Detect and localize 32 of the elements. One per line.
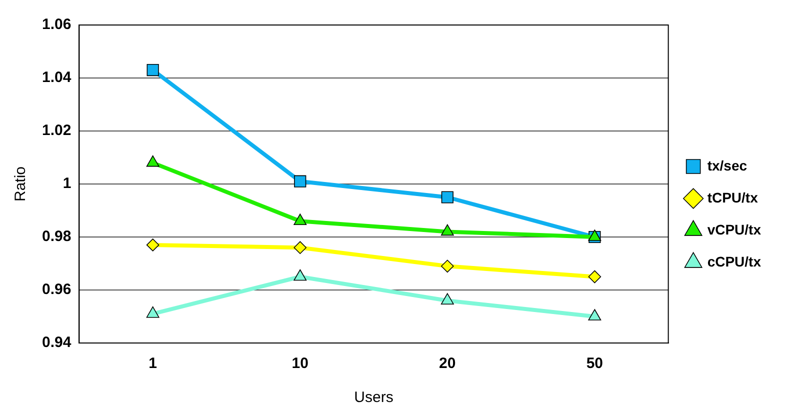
point xyxy=(440,293,454,304)
legend-label: cCPU/tx xyxy=(707,253,762,270)
y-tick-label: 0.94 xyxy=(42,334,72,352)
point xyxy=(146,238,160,252)
point xyxy=(441,191,454,204)
x-tick-label: 10 xyxy=(292,355,308,372)
y-tick-label: 0.98 xyxy=(42,228,72,246)
y-tick-label: 1.06 xyxy=(42,16,72,34)
x-axis-title: Users xyxy=(354,389,394,406)
y-tick-label: 0.96 xyxy=(42,281,72,298)
y-tick-label: 1 xyxy=(62,175,72,192)
point xyxy=(294,175,306,188)
x-tick-label: 1 xyxy=(148,355,158,372)
point xyxy=(588,230,602,241)
point xyxy=(146,306,160,318)
point xyxy=(588,309,602,320)
point xyxy=(146,64,159,76)
point xyxy=(440,224,454,236)
point xyxy=(146,155,160,167)
point xyxy=(294,269,307,281)
y-tick-label: 1.04 xyxy=(42,69,72,86)
point xyxy=(294,241,307,254)
legend-label: tx/sec xyxy=(707,157,748,174)
y-axis-title: Ratio xyxy=(12,166,30,202)
x-tick-label: 20 xyxy=(439,355,456,372)
x-tick-label: 50 xyxy=(586,355,604,372)
point xyxy=(294,214,307,225)
point xyxy=(440,260,454,273)
y-tick-label: 1.02 xyxy=(42,122,72,140)
legend-label: vCPU/tx xyxy=(707,221,762,238)
point xyxy=(588,270,602,284)
legend-label: tCPU/tx xyxy=(707,189,758,206)
